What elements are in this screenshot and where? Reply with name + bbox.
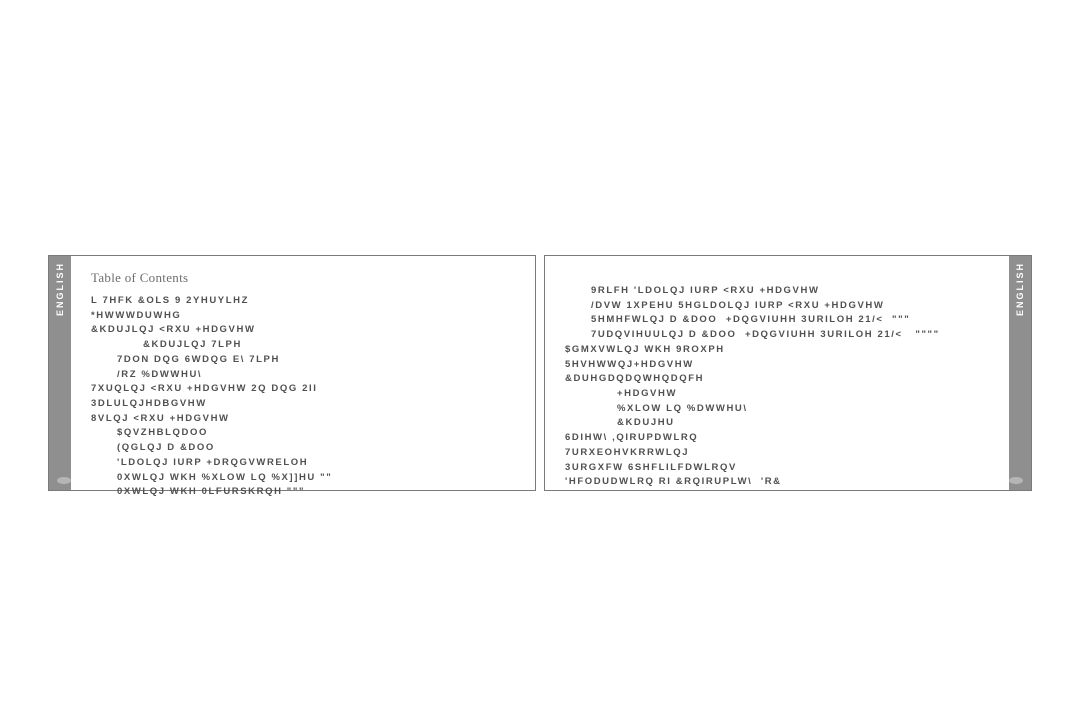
left-page-body: Table of Contents L 7HFK &OLS 9 2YHUYLHZ…: [71, 256, 535, 490]
toc-list-left: L 7HFK &OLS 9 2YHUYLHZ*HWWWDUWHG&KDUJLQJ…: [91, 294, 515, 500]
page-spread: ENGLISH Table of Contents L 7HFK &OLS 9 …: [48, 255, 1032, 491]
toc-line: 6DIHW\ ,QIRUPDWLRQ: [565, 431, 989, 446]
toc-line: 7XUQLQJ <RXU +HDGVHW 2Q DQG 2II: [91, 382, 515, 397]
toc-line: 'HFODUDWLRQ RI &RQIRUPLW\ 'R&: [565, 475, 989, 490]
toc-line: &KDUJHU: [565, 416, 989, 431]
toc-line: 5HMHFWLQJ D &DOO +DQGVIUHH 3URILOH 21/< …: [565, 313, 989, 328]
right-page: 9RLFH 'LDOLQJ IURP <RXU +HDGVHW/DVW 1XPE…: [544, 255, 1032, 491]
toc-line: 0XWLQJ WKH 0LFURSKRQH """: [91, 485, 515, 500]
toc-line: 7URXEOHVKRRWLQJ: [565, 446, 989, 461]
toc-line: 9RLFH 'LDOLQJ IURP <RXU +HDGVHW: [565, 284, 989, 299]
toc-title: Table of Contents: [91, 270, 515, 286]
toc-line: /RZ %DWWHU\: [91, 368, 515, 383]
toc-line: $QVZHBLQDOO: [91, 426, 515, 441]
toc-line: %XLOW LQ %DWWHU\: [565, 402, 989, 417]
toc-line: (QGLQJ D &DOO: [91, 441, 515, 456]
language-tab-right: ENGLISH: [1009, 256, 1031, 490]
toc-line: 8VLQJ <RXU +HDGVHW: [91, 412, 515, 427]
language-tab-label: ENGLISH: [1015, 262, 1025, 316]
toc-line: 0XWLQJ WKH %XLOW LQ %X]]HU "": [91, 471, 515, 486]
toc-line: 7UDQVIHUULQJ D &DOO +DQGVIUHH 3URILOH 21…: [565, 328, 989, 343]
toc-line: +HDGVHW: [565, 387, 989, 402]
toc-line: 7DON DQG 6WDQG E\ 7LPH: [91, 353, 515, 368]
language-tab-label: ENGLISH: [55, 262, 65, 316]
toc-line: 3DLULQJHDBGVHW: [91, 397, 515, 412]
page-number-left: [57, 477, 71, 484]
toc-line: *HWWWDUWHG: [91, 309, 515, 324]
toc-line: 3URGXFW 6SHFLILFDWLRQV: [565, 461, 989, 476]
page-number-right: [1009, 477, 1023, 484]
toc-line: &KDUJLQJ 7LPH: [91, 338, 515, 353]
toc-line: &DUHGDQDQWHQDQFH: [565, 372, 989, 387]
toc-line: $GMXVWLQJ WKH 9ROXPH: [565, 343, 989, 358]
language-tab-left: ENGLISH: [49, 256, 71, 490]
toc-line: L 7HFK &OLS 9 2YHUYLHZ: [91, 294, 515, 309]
left-page: ENGLISH Table of Contents L 7HFK &OLS 9 …: [48, 255, 536, 491]
right-page-body: 9RLFH 'LDOLQJ IURP <RXU +HDGVHW/DVW 1XPE…: [545, 256, 1009, 490]
toc-list-right: 9RLFH 'LDOLQJ IURP <RXU +HDGVHW/DVW 1XPE…: [565, 284, 989, 490]
toc-line: 'LDOLQJ IURP +DRQGVWRELOH: [91, 456, 515, 471]
toc-line: &KDUJLQJ <RXU +HDGVHW: [91, 323, 515, 338]
toc-line: /DVW 1XPEHU 5HGLDOLQJ IURP <RXU +HDGVHW: [565, 299, 989, 314]
toc-line: 5HVHWWQJ+HDGVHW: [565, 358, 989, 373]
